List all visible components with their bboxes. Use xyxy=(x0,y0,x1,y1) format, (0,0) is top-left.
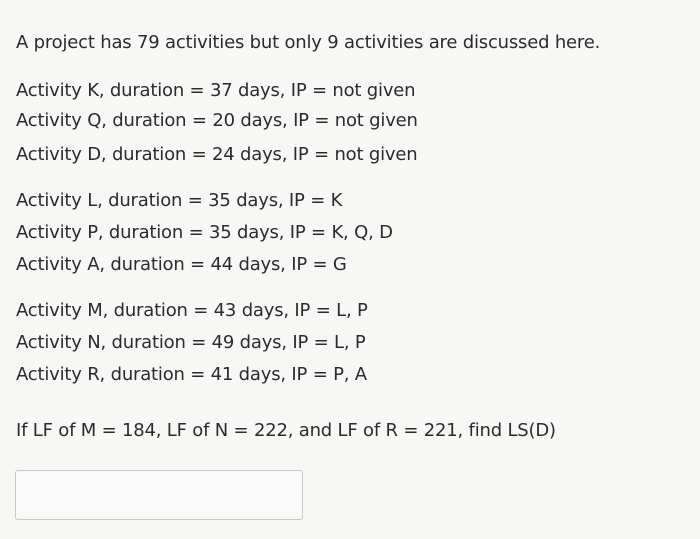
activity-a: Activity A, duration = 44 days, IP = G xyxy=(16,254,347,275)
answer-input[interactable] xyxy=(15,470,303,520)
activity-q: Activity Q, duration = 20 days, IP = not… xyxy=(16,110,418,131)
activity-l: Activity L, duration = 35 days, IP = K xyxy=(16,190,343,211)
activity-m: Activity M, duration = 43 days, IP = L, … xyxy=(16,300,368,321)
intro-text: A project has 79 activities but only 9 a… xyxy=(16,32,601,53)
activity-k: Activity K, duration = 37 days, IP = not… xyxy=(16,80,416,101)
activity-d: Activity D, duration = 24 days, IP = not… xyxy=(16,144,418,165)
activity-p: Activity P, duration = 35 days, IP = K, … xyxy=(16,222,393,243)
activity-r: Activity R, duration = 41 days, IP = P, … xyxy=(16,364,367,385)
question-prompt: If LF of M = 184, LF of N = 222, and LF … xyxy=(16,420,556,441)
activity-n: Activity N, duration = 49 days, IP = L, … xyxy=(16,332,366,353)
